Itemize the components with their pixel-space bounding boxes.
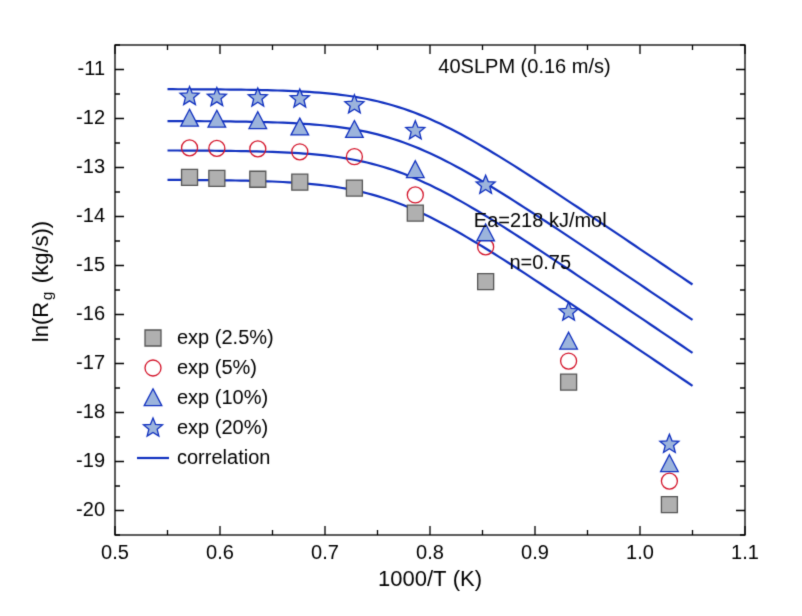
arrhenius-chart xyxy=(0,0,802,616)
